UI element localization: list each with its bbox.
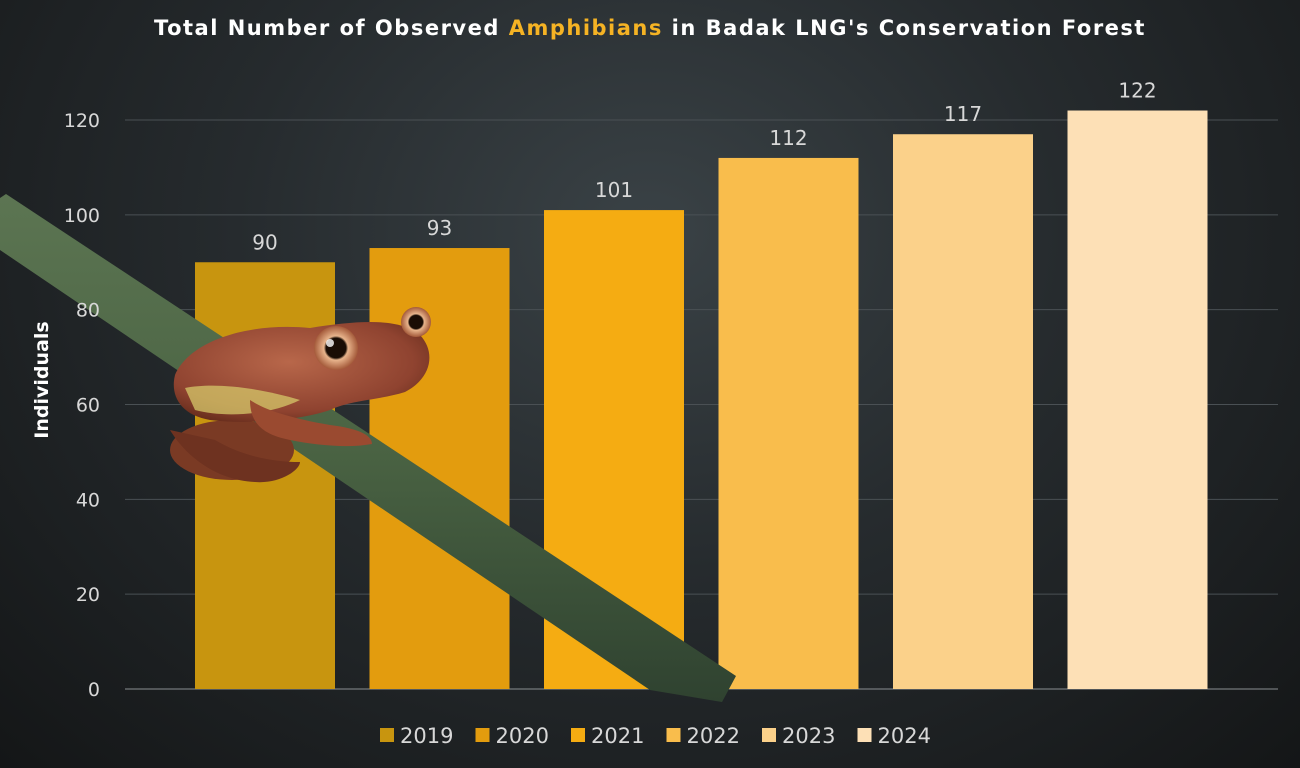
bar-2022 <box>718 157 859 689</box>
title-prefix: Total Number of Observed <box>154 16 509 40</box>
frog-front-leg <box>250 400 372 447</box>
legend-label-2022: 2022 <box>687 724 740 748</box>
legend: 2019 2020 2021 2022 2023 2024 <box>380 724 931 748</box>
data-label-2023: 117 <box>944 102 982 126</box>
data-label-2019: 90 <box>252 230 277 254</box>
stem-shape <box>0 194 736 702</box>
legend-swatch-2020 <box>475 728 490 742</box>
legend-swatch-2024 <box>857 728 872 742</box>
y-tick-label: 80 <box>76 300 100 322</box>
frog-eye-right <box>401 307 431 337</box>
y-axis-label: Individuals <box>31 321 53 438</box>
legend-label-2023: 2023 <box>782 724 835 748</box>
bar-2024 <box>1067 110 1208 690</box>
data-label-2024: 122 <box>1118 79 1156 103</box>
y-tick-label: 0 <box>88 679 100 701</box>
y-tick-label: 100 <box>64 205 100 227</box>
legend-swatch-2021 <box>571 728 585 742</box>
frog-back-foot <box>170 430 300 483</box>
legend-label-2021: 2021 <box>591 724 644 748</box>
y-tick-label: 120 <box>64 110 100 132</box>
y-tick-label: 40 <box>76 489 100 511</box>
legend-label-2019: 2019 <box>400 724 453 748</box>
title-suffix: in Badak LNG's Conservation Forest <box>662 16 1146 40</box>
data-label-2021: 101 <box>595 178 633 202</box>
frog-photo <box>0 194 736 702</box>
y-tick-label: 60 <box>76 395 100 417</box>
bar-2023 <box>893 134 1033 690</box>
chart-title: Total Number of Observed Amphibians in B… <box>0 16 1300 40</box>
data-label-2022: 112 <box>769 126 807 150</box>
data-label-2020: 93 <box>427 216 452 240</box>
title-highlight: Amphibians <box>508 16 663 40</box>
legend-swatch-2019 <box>380 728 394 742</box>
y-tick-label: 20 <box>76 584 100 606</box>
data-labels: 90 93 101 112 117 122 <box>252 79 1156 255</box>
legend-label-2024: 2024 <box>878 724 931 748</box>
frog-side-stripe <box>185 385 300 415</box>
frog-eye-left <box>314 326 358 370</box>
legend-swatch-2022 <box>666 728 681 742</box>
legend-swatch-2023 <box>762 728 776 742</box>
y-axis: 0 20 40 60 80 100 120 <box>64 110 100 701</box>
legend-label-2020: 2020 <box>496 724 549 748</box>
